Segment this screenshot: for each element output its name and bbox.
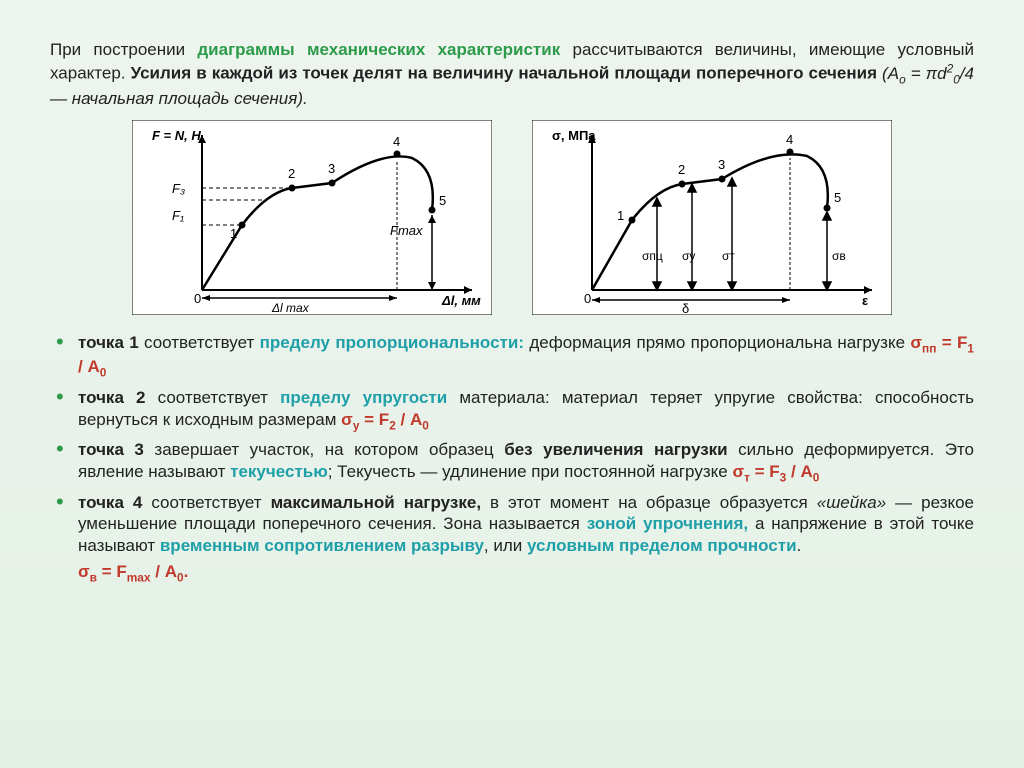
svg-text:σв: σв <box>832 249 846 263</box>
force-elongation-diagram: F = N, Н Δl, мм 0 1 2 3 4 5 F₃ F₁ Fmax <box>132 120 492 315</box>
formula-3: σт = F3 / А0 <box>732 462 819 481</box>
svg-text:F₁: F₁ <box>172 208 184 223</box>
svg-text:2: 2 <box>288 166 295 181</box>
final-formula: σв = Fmax / А0. <box>50 562 974 584</box>
intro-bold: Усилия в каждой из точек делят на величи… <box>131 64 882 83</box>
svg-text:Fmax: Fmax <box>390 223 423 238</box>
svg-text:σт: σт <box>722 249 735 263</box>
svg-text:1: 1 <box>617 208 624 223</box>
point-1: точка 1 соответствует пределу пропорцион… <box>50 329 974 384</box>
d1-ylabel: F = N, Н <box>152 128 201 143</box>
diagram-row: F = N, Н Δl, мм 0 1 2 3 4 5 F₃ F₁ Fmax <box>50 120 974 315</box>
svg-text:3: 3 <box>718 157 725 172</box>
d1-xlabel: Δl, мм <box>441 293 481 308</box>
d2-ylabel: σ, МПа <box>552 128 596 143</box>
svg-text:F₃: F₃ <box>172 181 185 196</box>
svg-text:5: 5 <box>439 193 446 208</box>
svg-text:δ: δ <box>682 301 689 315</box>
d2-xlabel: ε <box>862 293 868 308</box>
svg-text:5: 5 <box>834 190 841 205</box>
intro-paragraph: При построении диаграммы механических ха… <box>50 39 974 110</box>
svg-text:σпц: σпц <box>642 249 663 263</box>
point-3: точка 3 завершает участок, на котором об… <box>50 436 974 488</box>
svg-text:4: 4 <box>786 132 793 147</box>
svg-text:2: 2 <box>678 162 685 177</box>
intro-highlight: диаграммы механических характеристик <box>197 40 560 59</box>
svg-text:σу: σу <box>682 249 695 263</box>
slide-page: При построении диаграммы механических ха… <box>0 0 1024 594</box>
formula-2: σу = F2 / А0 <box>341 410 429 429</box>
svg-text:Δl max: Δl max <box>271 301 310 315</box>
point-2: точка 2 соответствует пределу упругости … <box>50 384 974 436</box>
svg-text:0: 0 <box>584 291 591 306</box>
stress-strain-diagram: σ, МПа ε 0 1 2 3 4 5 σпц σу σт σв <box>532 120 892 315</box>
svg-text:4: 4 <box>393 134 400 149</box>
bullet-list: точка 1 соответствует пределу пропорцион… <box>50 329 974 560</box>
svg-text:1: 1 <box>230 226 237 241</box>
intro-t1: При построении <box>50 40 197 59</box>
d1-origin: 0 <box>194 291 201 306</box>
point-4: точка 4 соответствует максимальной нагру… <box>50 489 974 560</box>
svg-text:3: 3 <box>328 161 335 176</box>
